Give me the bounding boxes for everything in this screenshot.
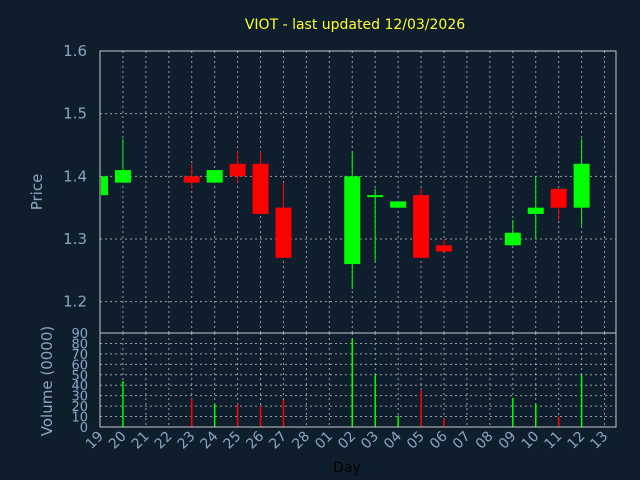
price-y-tick-label: 1.6 <box>63 42 87 60</box>
volume-bar <box>512 397 514 427</box>
candle-body <box>206 170 223 183</box>
volume-bar <box>282 399 285 427</box>
candle-body <box>183 176 200 183</box>
candle-body <box>550 188 567 208</box>
candle-body <box>413 195 430 258</box>
volume-bar <box>259 406 262 427</box>
volume-y-tick-label: 90 <box>71 327 88 342</box>
volume-bar <box>397 415 399 427</box>
volume-bar <box>122 381 124 427</box>
volume-y-tick-label: 0 <box>80 421 88 436</box>
volume-bar <box>443 418 445 427</box>
volume-y-tick-label: 10 <box>71 411 88 426</box>
candle-body <box>229 163 246 177</box>
volume-bar <box>580 374 583 427</box>
candle-body <box>436 245 452 252</box>
volume-bar <box>213 404 216 427</box>
volume-grid <box>100 333 616 427</box>
volume-bars <box>122 338 583 427</box>
x-axis-label: Day <box>333 460 361 476</box>
price-y-tick-label: 1.2 <box>63 293 87 311</box>
volume-bar <box>351 338 354 427</box>
volume-bar <box>190 398 193 427</box>
candle-body <box>252 163 269 214</box>
candle-body <box>344 176 361 265</box>
volume-y-tick-label: 50 <box>71 369 88 384</box>
volume-bar <box>420 390 422 427</box>
chart-title: VIOT - last updated 12/03/2026 <box>245 17 465 33</box>
volume-y-tick-label: 40 <box>71 379 88 394</box>
candle-body <box>114 170 131 183</box>
price-y-tick-label: 1.3 <box>63 230 87 248</box>
price-y-ticks: 1.2 1.3 1.4 1.5 1.6 <box>63 42 87 311</box>
volume-y-tick-label: 80 <box>71 337 88 352</box>
candle-body <box>390 201 407 208</box>
volume-y-tick-label: 60 <box>71 358 88 373</box>
volume-bar <box>557 416 560 427</box>
volume-bar <box>236 404 239 427</box>
volume-axis-label: Volume (0000) <box>38 326 56 436</box>
volume-y-tick-label: 70 <box>71 348 88 363</box>
volume-bar <box>534 404 537 427</box>
volume-panel-frame <box>99 332 617 428</box>
candle-body <box>573 163 590 208</box>
candle-body <box>101 176 108 196</box>
price-y-tick-label: 1.4 <box>63 167 87 185</box>
candles <box>99 138 590 290</box>
volume-y-tick-label: 30 <box>71 390 88 405</box>
price-axis-label: Price <box>28 174 46 211</box>
candle-body <box>527 207 544 214</box>
price-y-tick-label: 1.5 <box>63 105 87 123</box>
candle-body <box>367 195 384 198</box>
volume-bar <box>374 374 376 427</box>
x-ticks: 19 20 21 22 23 24 25 26 27 28 01 02 03 04 05 06 07 08 09 10… <box>83 428 611 452</box>
candle-body <box>504 232 521 246</box>
volume-y-tick-label: 20 <box>71 400 88 415</box>
candle-body <box>275 207 292 258</box>
